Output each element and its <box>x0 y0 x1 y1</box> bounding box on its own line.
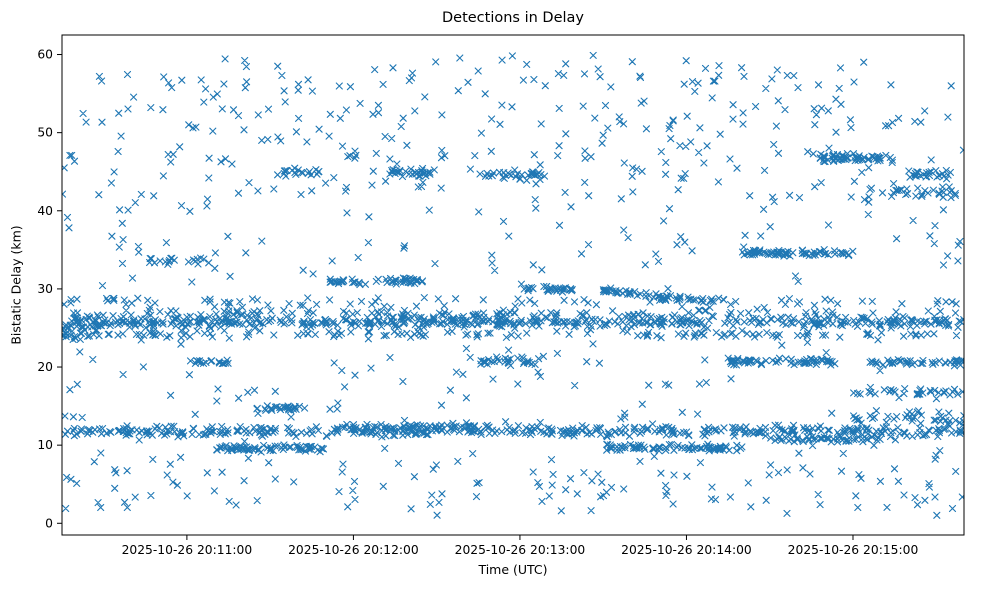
x-tick-label: 2025-10-26 20:13:00 <box>455 543 586 557</box>
y-tick-label: 10 <box>37 438 53 452</box>
x-tick-label: 2025-10-26 20:12:00 <box>288 543 419 557</box>
y-tick-label: 50 <box>37 126 53 140</box>
y-tick-label: 60 <box>37 48 53 62</box>
tick-labels: 2025-10-26 20:11:00 2025-10-26 20:12:00 20… <box>37 48 918 557</box>
x-tick-label: 2025-10-26 20:15:00 <box>788 543 919 557</box>
plot-border <box>61 34 965 536</box>
chart-title: Detections in Delay <box>441 10 584 26</box>
y-tick-label: 40 <box>37 204 53 218</box>
y-tick-label: 20 <box>37 360 53 374</box>
x-tick-label: 2025-10-26 20:11:00 <box>122 543 253 557</box>
y-tick-label: 30 <box>37 282 53 296</box>
y-axis-label: Bistatic Delay (km) <box>8 225 24 345</box>
y-tick-label: 0 <box>45 516 53 530</box>
x-axis-label: Time (UTC) <box>478 562 548 577</box>
x-tick-label: 2025-10-26 20:14:00 <box>621 543 752 557</box>
plot-area <box>62 35 964 535</box>
scatter-points <box>62 51 964 519</box>
axis-ticks <box>57 54 854 540</box>
